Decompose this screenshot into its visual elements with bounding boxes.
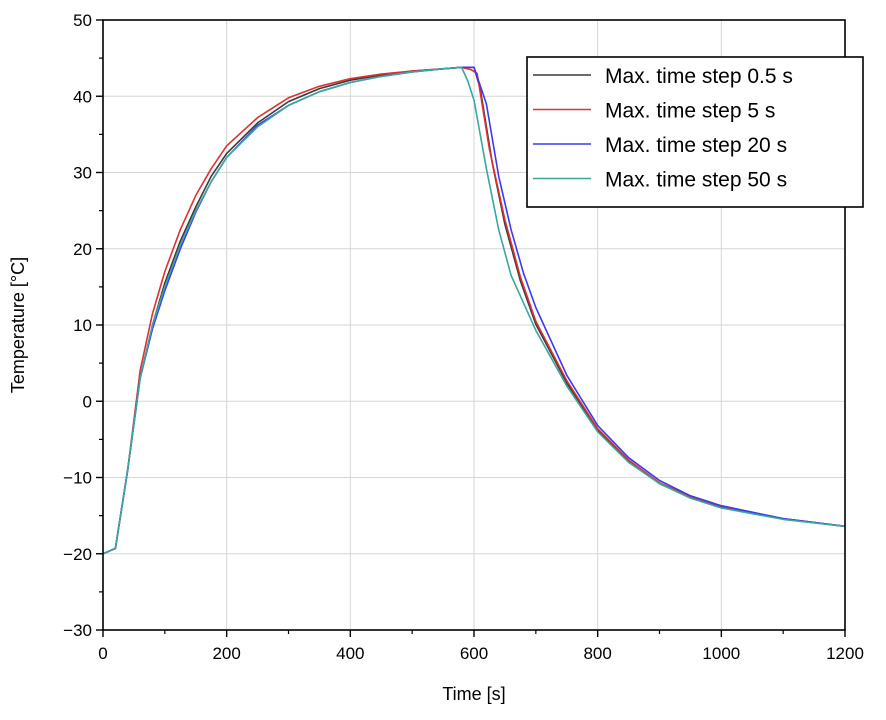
y-tick-label: 40: [73, 87, 92, 106]
x-tick-label: 200: [212, 644, 240, 663]
x-tick-label: 1200: [826, 644, 864, 663]
y-tick-label: 30: [73, 164, 92, 183]
legend: Max. time step 0.5 s Max. time step 5 s Ma…: [526, 56, 864, 208]
legend-label-1: Max. time step 0.5 s: [605, 65, 793, 88]
legend-label-4: Max. time step 50 s: [605, 169, 787, 192]
legend-label-3: Max. time step 20 s: [605, 134, 787, 157]
legend-label-2: Max. time step 5 s: [605, 100, 775, 123]
legend-box: [526, 56, 864, 208]
x-tick-label: 400: [336, 644, 364, 663]
y-tick-label: −20: [63, 545, 92, 564]
x-tick-label: 800: [583, 644, 611, 663]
y-tick-label: 50: [73, 11, 92, 30]
y-tick-label: 10: [73, 316, 92, 335]
x-tick-label: 0: [98, 644, 107, 663]
y-tick-label: 20: [73, 240, 92, 259]
x-axis-title: Time [s]: [442, 684, 505, 704]
y-tick-label: −30: [63, 621, 92, 640]
y-axis-title: Temperature [°C]: [8, 257, 28, 393]
axis-tick-labels: 0 200 400 600 800 1000 1200 −30 −20 −10 0 10 20 30 40 5…: [63, 11, 864, 663]
series-lines: [102, 66, 846, 555]
axis-ticks: [96, 19, 846, 637]
series-line-4: [102, 66, 846, 555]
x-tick-label: 600: [460, 644, 488, 663]
y-tick-label: −10: [63, 469, 92, 488]
y-tick-label: 0: [83, 392, 92, 411]
x-tick-label: 1000: [702, 644, 740, 663]
